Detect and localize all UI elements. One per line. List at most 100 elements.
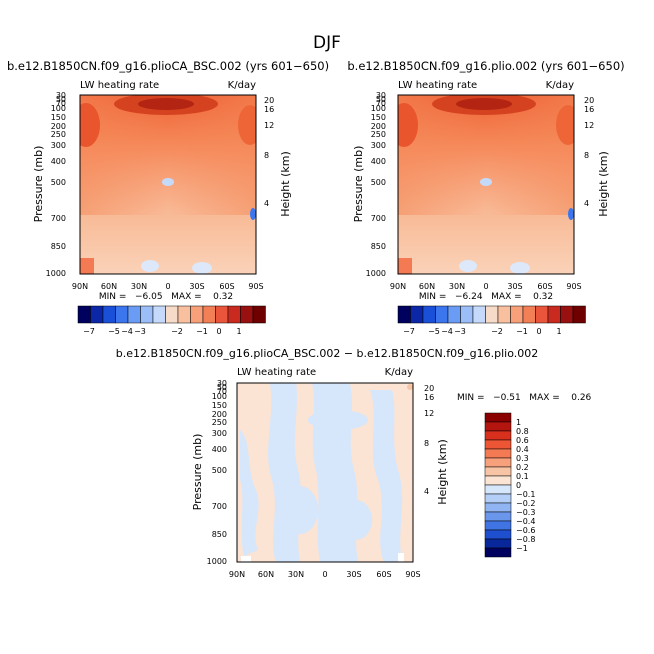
y-tick: 400 — [51, 157, 66, 166]
y-tick: 200 — [212, 410, 227, 419]
colorbar-label: −0.1 — [516, 490, 535, 499]
x-tick: 90N — [72, 282, 88, 291]
y-tick: 200 — [51, 122, 66, 131]
panel-2-yticks: 30 50 70 100 150 200 250 300 400 500 700… — [366, 91, 386, 278]
panel-2-colorbar-labels: −7 −5 −4 −3 −2 −1 0 1 — [403, 327, 561, 336]
y-tick: 70 — [217, 387, 227, 396]
colorbar-label: −5 — [108, 327, 120, 336]
panel-2-units: K/day — [546, 80, 574, 91]
x-tick: 30S — [346, 570, 361, 579]
panel-1-field — [80, 95, 256, 274]
panel-2-xticks: 90N 60N 30N 0 30S 60S 90S — [390, 282, 582, 291]
panel-1-ylabel-right: Height (km) — [279, 151, 292, 217]
colorbar-label: 0.4 — [516, 445, 529, 454]
x-tick: 30N — [449, 282, 465, 291]
colorbar-swatch — [460, 305, 474, 324]
colorbar-swatch — [484, 502, 512, 513]
y-tick: 50 — [217, 383, 227, 392]
panel-1-colorbar — [77, 305, 266, 324]
x-tick: 60S — [537, 282, 552, 291]
colorbar-swatch — [484, 439, 512, 450]
colorbar-swatch — [165, 305, 179, 324]
x-tick: 90N — [390, 282, 406, 291]
colorbar-swatch — [152, 305, 166, 324]
y-tick: 150 — [371, 113, 386, 122]
y-tick: 700 — [371, 214, 386, 223]
panel-3-yticks-right: 20 16 12 8 4 — [424, 384, 434, 496]
colorbar-label: 0.8 — [516, 427, 529, 436]
y-tick-right: 16 — [424, 393, 434, 402]
y-tick: 70 — [376, 99, 386, 108]
colorbar-swatch — [484, 421, 512, 432]
colorbar-label: 1 — [236, 327, 241, 336]
colorbar-swatch — [484, 547, 512, 558]
y-tick-right: 8 — [584, 151, 589, 160]
colorbar-label: −7 — [403, 327, 415, 336]
colorbar-label: −7 — [83, 327, 95, 336]
colorbar-swatch — [484, 538, 512, 549]
panel-1-yticks-right: 20 16 12 8 4 — [264, 96, 274, 208]
colorbar-swatch — [127, 305, 141, 324]
colorbar-swatch — [90, 305, 104, 324]
x-tick: 0 — [322, 570, 327, 579]
x-tick: 30N — [131, 282, 147, 291]
x-tick: 90S — [248, 282, 263, 291]
colorbar-swatch — [484, 475, 512, 486]
y-tick: 100 — [51, 104, 66, 113]
x-tick: 30N — [288, 570, 304, 579]
colorbar-swatch — [240, 305, 254, 324]
y-tick: 150 — [51, 113, 66, 122]
y-tick: 850 — [371, 242, 386, 251]
x-tick: 60N — [419, 282, 435, 291]
colorbar-label: −5 — [428, 327, 440, 336]
colorbar-label: −4 — [121, 327, 133, 336]
colorbar-label: 0.6 — [516, 436, 529, 445]
y-tick-right: 20 — [424, 384, 434, 393]
colorbar-swatch — [102, 305, 116, 324]
x-tick: 90S — [566, 282, 581, 291]
y-tick: 100 — [371, 104, 386, 113]
x-tick: 90S — [405, 570, 420, 579]
colorbar-swatch — [522, 305, 536, 324]
y-tick: 300 — [51, 141, 66, 150]
colorbar-swatch — [547, 305, 561, 324]
colorbar-swatch — [510, 305, 524, 324]
colorbar-label: −0.4 — [516, 517, 535, 526]
colorbar-swatch — [252, 305, 266, 324]
colorbar-label: 0 — [216, 327, 221, 336]
panel-1-xticks: 90N 60N 30N 0 30S 60S 90S — [72, 282, 264, 291]
y-tick: 700 — [51, 214, 66, 223]
colorbar-swatch — [485, 305, 499, 324]
colorbar-swatch — [484, 466, 512, 477]
panel-3-stats: MIN = −0.51 MAX = 0.26 — [457, 393, 592, 403]
colorbar-label: 0.1 — [516, 472, 529, 481]
y-tick: 500 — [371, 178, 386, 187]
panel-2-yticks-right: 20 16 12 8 4 — [584, 96, 594, 208]
y-tick: 500 — [51, 178, 66, 187]
y-tick: 30 — [56, 91, 66, 100]
y-tick: 400 — [212, 445, 227, 454]
colorbar-label: −2 — [171, 327, 183, 336]
y-tick: 100 — [212, 392, 227, 401]
colorbar-label: −0.2 — [516, 499, 535, 508]
colorbar-swatch — [177, 305, 191, 324]
panel-1-ylabel: Pressure (mb) — [32, 146, 45, 223]
figure-title: DJF — [313, 33, 341, 53]
panel-2-ylabel: Pressure (mb) — [352, 146, 365, 223]
panel-2-stats: MIN = −6.24 MAX = 0.32 — [419, 292, 553, 302]
colorbar-label: 0 — [536, 327, 541, 336]
panel-3: b.e12.B1850CN.f09_g16.plioCA_BSC.002 − b… — [116, 347, 592, 579]
y-tick-right: 4 — [424, 487, 429, 496]
colorbar-swatch — [484, 484, 512, 495]
y-tick-right: 8 — [264, 151, 269, 160]
colorbar-swatch — [484, 430, 512, 441]
panel-2-ylabel-right: Height (km) — [597, 151, 610, 217]
panel-1-stats: MIN = −6.05 MAX = 0.32 — [99, 292, 233, 302]
panel-2-left-label: LW heating rate — [398, 80, 477, 91]
panel-1-yticks: 30 50 70 100 150 200 250 300 400 500 700… — [46, 91, 66, 278]
y-tick: 50 — [56, 95, 66, 104]
colorbar-swatch — [472, 305, 486, 324]
y-tick: 50 — [376, 95, 386, 104]
y-tick-right: 4 — [264, 199, 269, 208]
